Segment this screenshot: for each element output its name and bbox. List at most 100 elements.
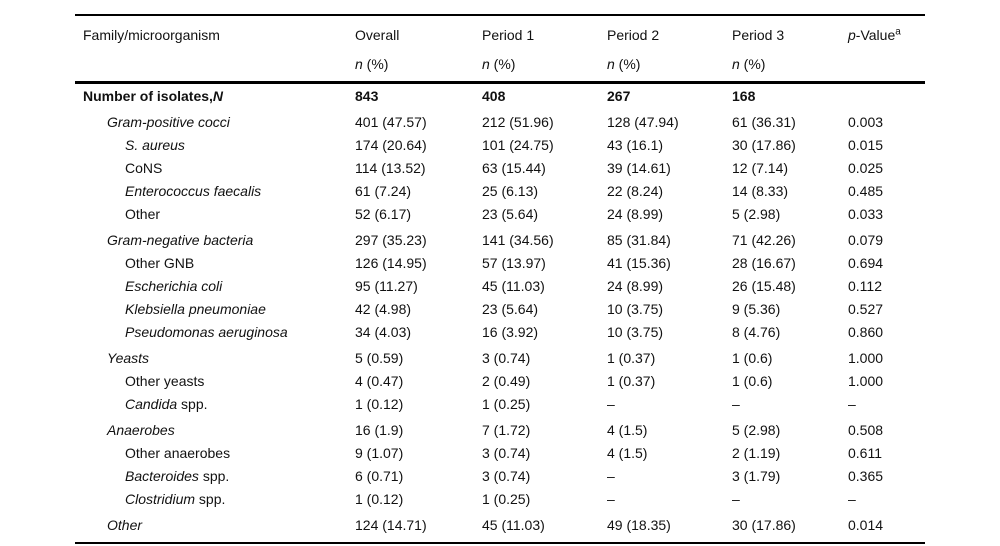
header-overall: Overall bbox=[355, 27, 400, 43]
cell-pvalue: 0.611 bbox=[848, 445, 882, 461]
row-label-part: CoNS bbox=[125, 160, 163, 176]
cell-overall: 6 (0.71) bbox=[355, 468, 404, 484]
cell-overall: 843 bbox=[355, 88, 379, 104]
row-label: Escherichia coli bbox=[75, 275, 355, 298]
cell-overall: 61 (7.24) bbox=[355, 183, 412, 199]
cell-overall: 297 (35.23) bbox=[355, 232, 427, 248]
cell-overall: 124 (14.71) bbox=[355, 517, 427, 533]
row-label-part: S. aureus bbox=[125, 137, 185, 153]
row-label-part: spp. bbox=[177, 396, 208, 412]
subheader-pvalue-empty bbox=[848, 54, 925, 74]
header-period-1: Period 1 bbox=[482, 27, 535, 43]
cell-period2: 22 (8.24) bbox=[607, 183, 664, 199]
cell-period2: – bbox=[607, 396, 615, 412]
header-p-value: p-Valuea bbox=[848, 26, 901, 43]
row-label: Klebsiella pneumoniae bbox=[75, 298, 355, 321]
cell-overall: 174 (20.64) bbox=[355, 137, 427, 153]
row-label: Number of isolates,N bbox=[75, 85, 355, 108]
cell-period2: 1 (0.37) bbox=[607, 373, 656, 389]
row-label-part: Yeasts bbox=[107, 350, 150, 366]
cell-period3: 12 (7.14) bbox=[732, 160, 789, 176]
cell-period1: 101 (24.75) bbox=[482, 137, 554, 153]
cell-overall: 42 (4.98) bbox=[355, 301, 412, 317]
cell-period2: 24 (8.99) bbox=[607, 278, 664, 294]
cell-period3: 30 (17.86) bbox=[732, 137, 796, 153]
cell-pvalue: 0.014 bbox=[848, 517, 884, 533]
cell-period1: 23 (5.64) bbox=[482, 206, 539, 222]
cell-period1: 63 (15.44) bbox=[482, 160, 546, 176]
cell-period3: 3 (1.79) bbox=[732, 468, 781, 484]
cell-overall: 52 (6.17) bbox=[355, 206, 412, 222]
table-row: Other yeasts 4 (0.47) 2 (0.49) 1 (0.37) 1 (0… bbox=[75, 370, 925, 393]
cell-pvalue: 0.508 bbox=[848, 422, 884, 438]
table-row: S. aureus 174 (20.64) 101 (24.75) 43 (16.1)… bbox=[75, 134, 925, 157]
cell-pvalue: 1.000 bbox=[848, 373, 884, 389]
row-label-part: Enterococcus faecalis bbox=[125, 183, 262, 199]
table-row: Yeasts 5 (0.59) 3 (0.74) 1 (0.37) 1 (0.6) 1.0… bbox=[75, 347, 925, 370]
cell-period1: 141 (34.56) bbox=[482, 232, 554, 248]
row-label: Other bbox=[75, 203, 355, 226]
row-label-part: Escherichia coli bbox=[125, 278, 223, 294]
row-label: Clostridium spp. bbox=[75, 488, 355, 511]
row-label: Gram-positive cocci bbox=[75, 111, 355, 134]
table-row: Number of isolates,N 843 408 267 168 bbox=[75, 85, 925, 108]
cell-overall: 16 (1.9) bbox=[355, 422, 404, 438]
header-family-label: Family/microorganism bbox=[83, 27, 220, 43]
cell-period3: 14 (8.33) bbox=[732, 183, 789, 199]
header-period-2: Period 2 bbox=[607, 27, 660, 43]
cell-period3: 168 bbox=[732, 88, 756, 104]
row-label: CoNS bbox=[75, 157, 355, 180]
row-label-part: Anaerobes bbox=[107, 422, 175, 438]
cell-pvalue: 0.527 bbox=[848, 301, 884, 317]
cell-period3: 28 (16.67) bbox=[732, 255, 796, 271]
row-label-part: spp. bbox=[195, 491, 226, 507]
bottom-rule bbox=[75, 542, 925, 544]
row-label: Other bbox=[75, 514, 355, 537]
row-label-part: Gram-positive cocci bbox=[107, 114, 230, 130]
cell-period3: 1 (0.6) bbox=[732, 350, 773, 366]
cell-period3: 5 (2.98) bbox=[732, 422, 781, 438]
subheader-period2-n-pct: n (%) bbox=[607, 56, 641, 72]
table-row: Anaerobes 16 (1.9) 7 (1.72) 4 (1.5) 5 (2.98)… bbox=[75, 419, 925, 442]
subheader-overall-n-pct: n (%) bbox=[355, 56, 389, 72]
cell-period3: 2 (1.19) bbox=[732, 445, 781, 461]
cell-period3: – bbox=[732, 491, 740, 507]
table-row: Gram-positive cocci 401 (47.57) 212 (51.96… bbox=[75, 111, 925, 134]
cell-pvalue bbox=[848, 85, 925, 108]
row-label-part: Other yeasts bbox=[125, 373, 205, 389]
row-label-part: Other GNB bbox=[125, 255, 195, 271]
cell-pvalue: 0.025 bbox=[848, 160, 884, 176]
cell-pvalue: – bbox=[848, 491, 856, 507]
table-row: Candida spp. 1 (0.12) 1 (0.25) – – – bbox=[75, 393, 925, 416]
cell-period2: – bbox=[607, 491, 615, 507]
table-body: Number of isolates,N 843 408 267 168 Gram-pos… bbox=[75, 84, 925, 542]
table-row: Enterococcus faecalis 61 (7.24) 25 (6.13) 2… bbox=[75, 180, 925, 203]
cell-overall: 4 (0.47) bbox=[355, 373, 404, 389]
table-row: Pseudomonas aeruginosa 34 (4.03) 16 (3.92)… bbox=[75, 321, 925, 344]
cell-period3: 8 (4.76) bbox=[732, 324, 781, 340]
row-label-part: Other bbox=[107, 517, 143, 533]
table-row: Klebsiella pneumoniae 42 (4.98) 23 (5.64) 1… bbox=[75, 298, 925, 321]
row-label-part: Gram-negative bacteria bbox=[107, 232, 254, 248]
isolates-table: Family/microorganism Overall Period 1 Pe… bbox=[75, 14, 925, 544]
cell-overall: 9 (1.07) bbox=[355, 445, 404, 461]
cell-period3: 71 (42.26) bbox=[732, 232, 796, 248]
row-label-part: Other anaerobes bbox=[125, 445, 231, 461]
cell-period3: – bbox=[732, 396, 740, 412]
cell-period1: 3 (0.74) bbox=[482, 350, 531, 366]
cell-period1: 57 (13.97) bbox=[482, 255, 546, 271]
header-period-3: Period 3 bbox=[732, 27, 785, 43]
cell-period1: 45 (11.03) bbox=[482, 278, 545, 294]
cell-period2: 10 (3.75) bbox=[607, 324, 664, 340]
table-row: Clostridium spp. 1 (0.12) 1 (0.25) – – – bbox=[75, 488, 925, 511]
cell-pvalue: 0.694 bbox=[848, 255, 884, 271]
row-label: Bacteroides spp. bbox=[75, 465, 355, 488]
p-value-footnote-marker: a bbox=[895, 26, 901, 38]
cell-overall: 114 (13.52) bbox=[355, 160, 426, 176]
row-label: Other GNB bbox=[75, 252, 355, 275]
cell-pvalue: 0.079 bbox=[848, 232, 884, 248]
table-header-row: Family/microorganism Overall Period 1 Pe… bbox=[75, 16, 925, 45]
row-label: Pseudomonas aeruginosa bbox=[75, 321, 355, 344]
table-row: Bacteroides spp. 6 (0.71) 3 (0.74) –3 (1.79… bbox=[75, 465, 925, 488]
cell-pvalue: 0.485 bbox=[848, 183, 884, 199]
